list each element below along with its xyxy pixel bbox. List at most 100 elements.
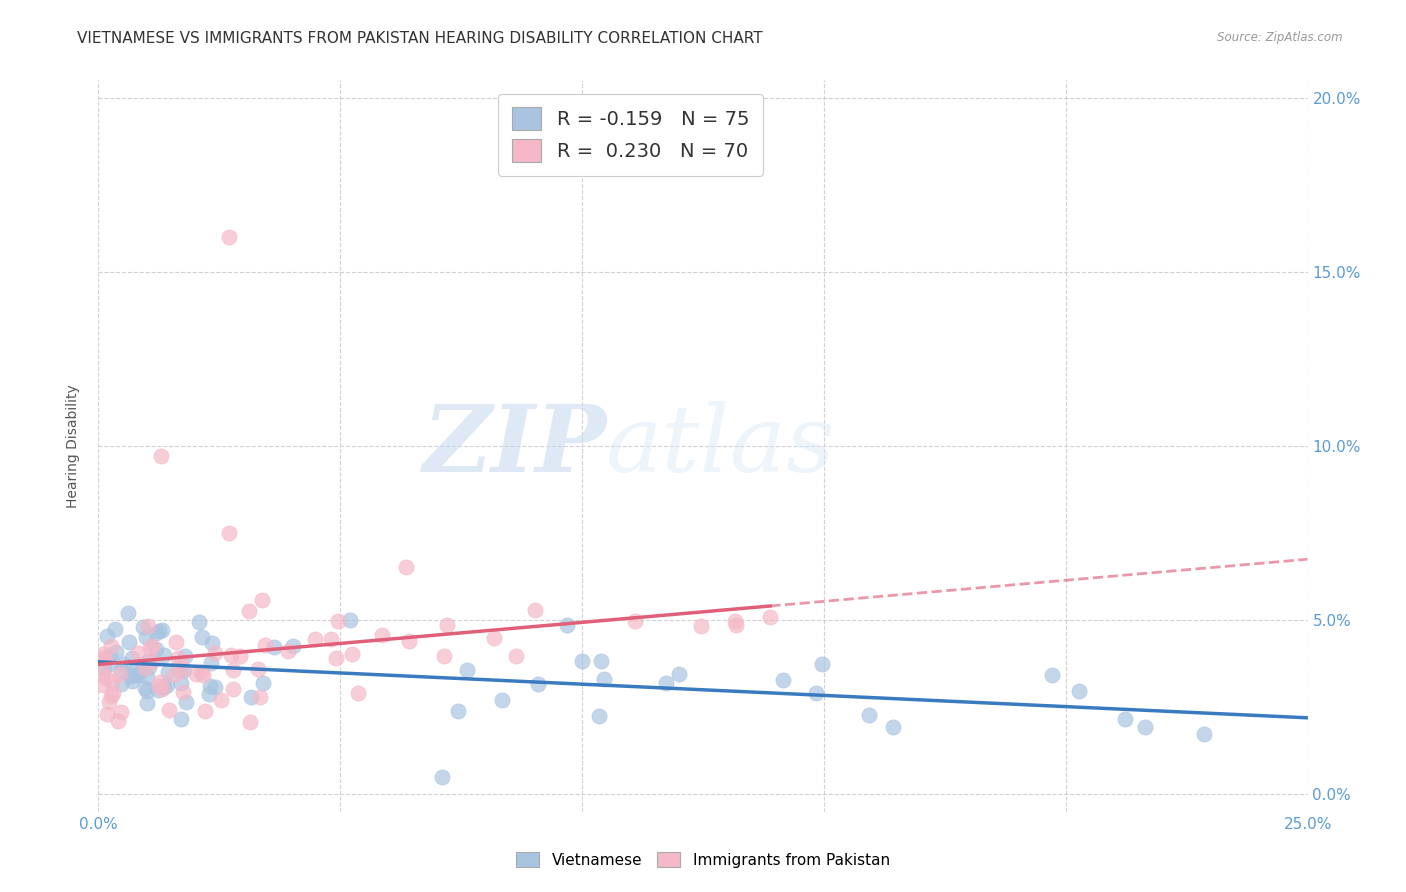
Point <box>134 661 156 675</box>
Point <box>1133 720 1156 734</box>
Point <box>96 629 118 643</box>
Point <box>229 648 252 663</box>
Text: ZIP: ZIP <box>422 401 606 491</box>
Y-axis label: Hearing Disability: Hearing Disability <box>66 384 80 508</box>
Point <box>124 668 146 682</box>
Point <box>1042 668 1064 682</box>
Point <box>167 651 190 665</box>
Point <box>93 661 115 675</box>
Point <box>505 648 527 663</box>
Point <box>100 689 122 703</box>
Point <box>117 607 139 621</box>
Point <box>433 648 456 663</box>
Point <box>96 707 118 722</box>
Point <box>135 630 157 644</box>
Point <box>174 695 197 709</box>
Point <box>138 640 160 655</box>
Point <box>1114 712 1136 726</box>
Point <box>623 614 645 628</box>
Point <box>218 230 240 244</box>
Point <box>91 666 114 681</box>
Point <box>1067 684 1090 698</box>
Point <box>219 648 242 663</box>
Point <box>156 678 179 692</box>
Point <box>108 666 131 681</box>
Point <box>250 593 273 607</box>
Point <box>135 671 157 685</box>
Point <box>165 635 187 649</box>
Text: atlas: atlas <box>606 401 835 491</box>
Point <box>107 714 129 728</box>
Point <box>136 619 159 633</box>
Point <box>592 673 614 687</box>
Point <box>239 715 262 730</box>
Point <box>555 617 578 632</box>
Point <box>1192 727 1215 741</box>
Point <box>150 623 173 637</box>
Point <box>112 657 135 671</box>
Point <box>174 649 197 664</box>
Point <box>104 622 127 636</box>
Point <box>135 684 157 698</box>
Point <box>150 450 173 464</box>
Point <box>689 619 711 633</box>
Point <box>398 633 420 648</box>
Point <box>98 657 121 671</box>
Point <box>170 655 193 669</box>
Point <box>91 650 114 665</box>
Point <box>523 603 546 617</box>
Point <box>120 669 142 683</box>
Point <box>222 663 245 677</box>
Point <box>136 654 159 668</box>
Point <box>218 526 240 541</box>
Point <box>209 692 232 706</box>
Point <box>145 626 167 640</box>
Point <box>173 663 195 677</box>
Point <box>186 667 208 681</box>
Point <box>172 685 194 699</box>
Point <box>97 695 120 709</box>
Point <box>138 660 160 674</box>
Point <box>668 667 690 681</box>
Point <box>491 693 513 707</box>
Point <box>201 636 224 650</box>
Point <box>456 663 478 677</box>
Point <box>153 680 176 694</box>
Point <box>347 686 370 700</box>
Legend: Vietnamese, Immigrants from Pakistan: Vietnamese, Immigrants from Pakistan <box>510 846 896 873</box>
Point <box>134 681 156 696</box>
Point <box>759 609 782 624</box>
Point <box>283 640 305 654</box>
Point <box>591 654 613 668</box>
Point <box>98 648 121 663</box>
Point <box>121 650 143 665</box>
Point <box>146 682 169 697</box>
Point <box>127 667 149 681</box>
Point <box>249 690 271 704</box>
Point <box>169 712 191 726</box>
Text: Source: ZipAtlas.com: Source: ZipAtlas.com <box>1218 31 1343 45</box>
Point <box>118 635 141 649</box>
Point <box>339 614 361 628</box>
Point <box>772 673 794 688</box>
Point <box>254 638 277 652</box>
Point <box>204 647 226 661</box>
Point <box>588 709 610 723</box>
Point <box>725 618 748 632</box>
Point <box>148 624 170 638</box>
Point <box>326 614 349 628</box>
Point <box>100 675 122 690</box>
Point <box>170 664 193 678</box>
Point <box>149 675 172 690</box>
Point <box>655 675 678 690</box>
Point <box>190 665 212 680</box>
Point <box>321 632 343 647</box>
Point <box>100 639 122 653</box>
Point <box>101 686 124 700</box>
Point <box>191 630 214 644</box>
Point <box>141 654 163 668</box>
Point <box>436 617 458 632</box>
Point <box>304 632 326 647</box>
Point <box>124 664 146 678</box>
Point <box>153 648 176 662</box>
